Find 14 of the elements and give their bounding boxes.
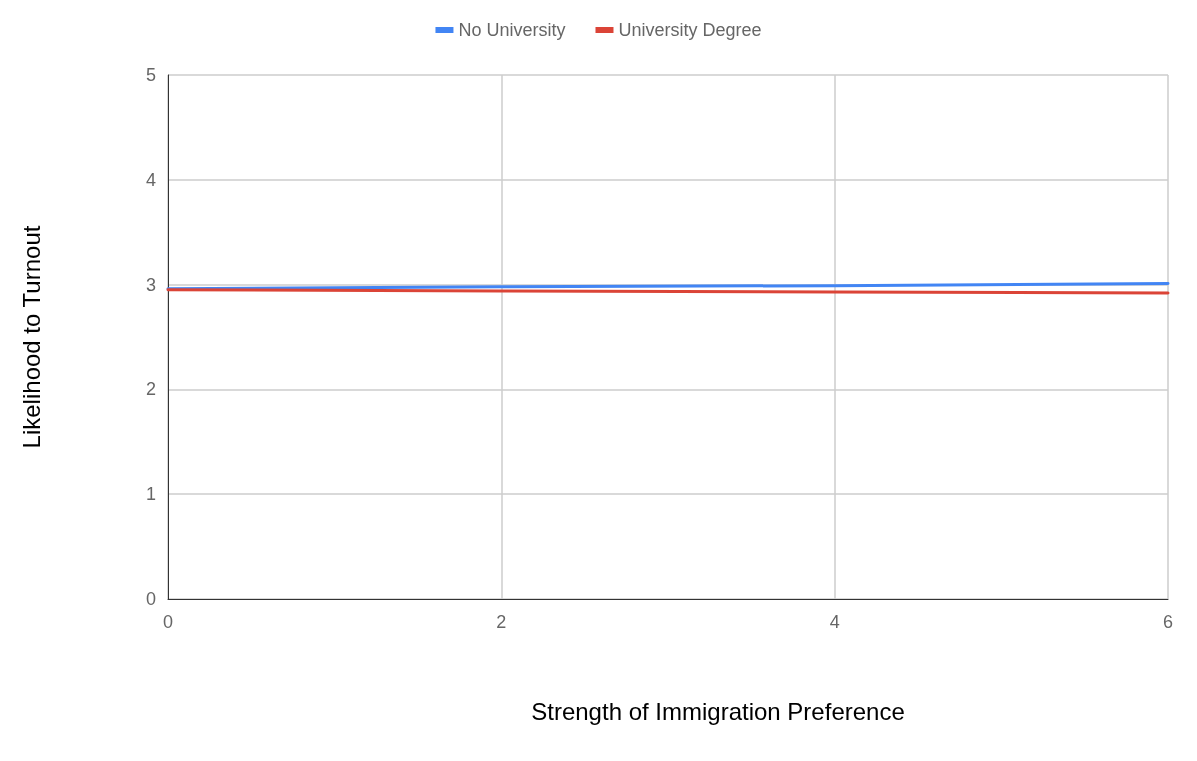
x-tick-label: 0 bbox=[162, 612, 174, 632]
x-axis-title: Strength of Immigration Preference bbox=[531, 697, 905, 725]
y-tick-label: 2 bbox=[145, 379, 156, 400]
x-tick-label: 4 bbox=[829, 612, 840, 632]
x-tick-label: 6 bbox=[1162, 612, 1174, 632]
y-tick-label: 0 bbox=[145, 589, 156, 609]
y-tick-label: 4 bbox=[145, 169, 156, 190]
y-tick-label: 1 bbox=[145, 484, 156, 505]
y-tick-label: 5 bbox=[145, 65, 156, 85]
y-tick-label: 3 bbox=[145, 274, 156, 295]
legend-label: University Degree bbox=[618, 20, 762, 40]
legend-label: No University bbox=[458, 20, 566, 40]
x-tick-label: 2 bbox=[496, 612, 507, 632]
y-axis-title: Likelihood to Turnout bbox=[17, 225, 45, 449]
